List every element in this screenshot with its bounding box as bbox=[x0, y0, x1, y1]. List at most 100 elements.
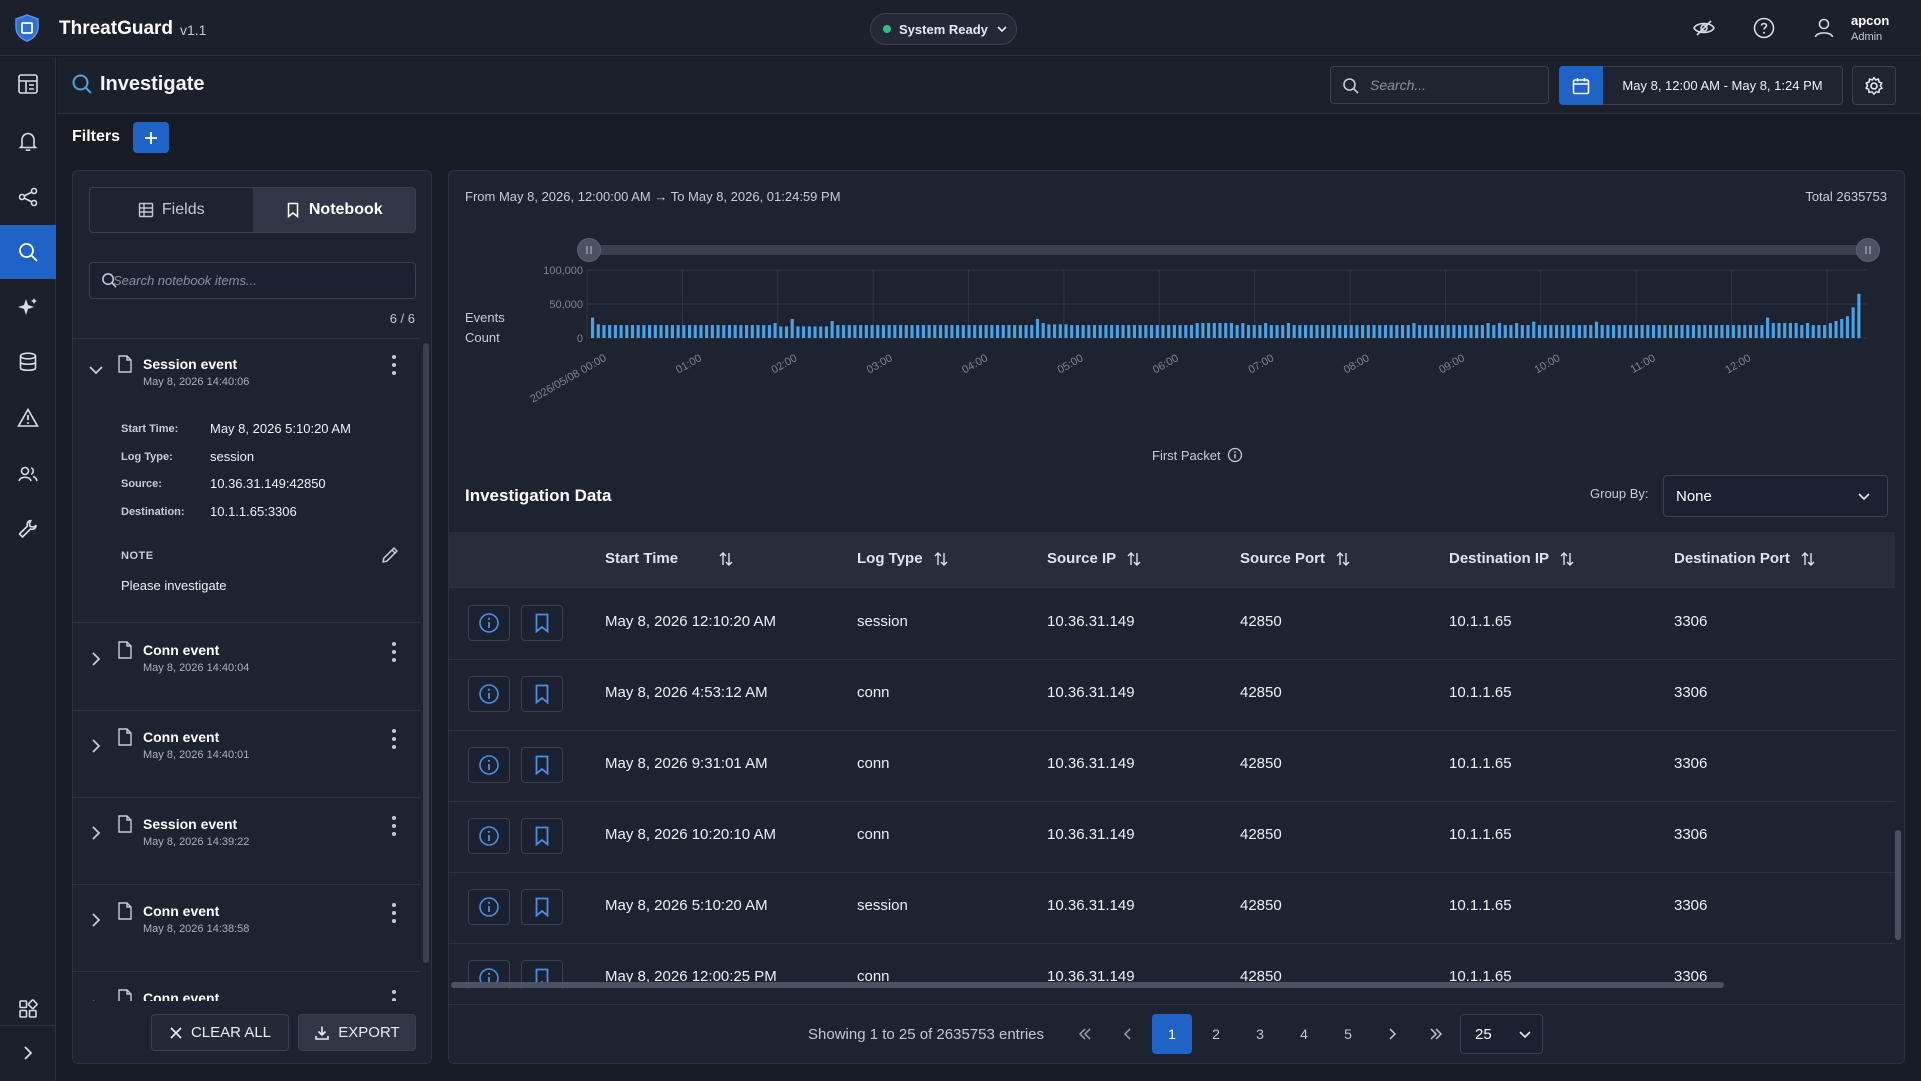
nav-ai[interactable] bbox=[0, 280, 56, 334]
table-row[interactable]: May 8, 2026 4:53:12 AM conn 10.36.31.149 42… bbox=[449, 660, 1895, 731]
histogram-bar bbox=[1572, 325, 1576, 338]
column-header-destination-port[interactable]: Destination Port bbox=[1674, 550, 1816, 567]
nav-investigate[interactable] bbox=[0, 225, 56, 279]
notebook-item[interactable]: Conn event May 8, 2026 14:40:04 bbox=[73, 624, 421, 711]
nav-graph[interactable] bbox=[0, 170, 56, 224]
export-button[interactable]: EXPORT bbox=[298, 1014, 416, 1051]
row-info-button[interactable] bbox=[468, 605, 510, 641]
chevron-right-icon[interactable] bbox=[87, 998, 105, 1001]
table-vertical-scrollbar[interactable] bbox=[1895, 830, 1901, 940]
last-page-button[interactable] bbox=[1416, 1014, 1456, 1054]
histogram-bar bbox=[1372, 325, 1376, 338]
more-vertical-icon[interactable] bbox=[391, 989, 397, 1001]
table-row[interactable]: May 8, 2026 5:10:20 AM session 10.36.31.14… bbox=[449, 873, 1895, 944]
nav-users[interactable] bbox=[0, 447, 56, 501]
chevron-right-icon[interactable] bbox=[87, 737, 105, 755]
column-header-source-port[interactable]: Source Port bbox=[1240, 550, 1351, 567]
slider-handle-end[interactable] bbox=[1856, 238, 1880, 262]
column-header-destination-ip[interactable]: Destination IP bbox=[1449, 550, 1575, 567]
nav-database[interactable] bbox=[0, 335, 56, 389]
chevron-down-icon[interactable] bbox=[87, 361, 105, 379]
chevron-right-icon[interactable] bbox=[87, 824, 105, 842]
help-icon[interactable] bbox=[1752, 16, 1776, 40]
notebook-item[interactable]: Session event May 8, 2026 14:39:22 bbox=[73, 798, 421, 885]
notebook-scrollbar[interactable] bbox=[423, 343, 429, 963]
more-vertical-icon[interactable] bbox=[391, 815, 397, 837]
notebook-search-input[interactable] bbox=[89, 262, 416, 299]
column-header-start-time[interactable]: Start Time bbox=[605, 550, 734, 567]
chevron-right-icon[interactable] bbox=[87, 650, 105, 668]
first-page-button[interactable] bbox=[1065, 1014, 1105, 1054]
row-bookmark-button[interactable] bbox=[521, 747, 563, 783]
table-row[interactable]: May 8, 2026 12:00:25 PM conn 10.36.31.149 4… bbox=[449, 944, 1895, 989]
global-search-input[interactable] bbox=[1330, 66, 1549, 104]
row-info-button[interactable] bbox=[468, 747, 510, 783]
table-row[interactable]: May 8, 2026 12:10:20 AM session 10.36.31.1… bbox=[449, 589, 1895, 660]
more-vertical-icon[interactable] bbox=[391, 354, 397, 376]
row-info-button[interactable] bbox=[468, 676, 510, 712]
nav-alerts[interactable] bbox=[0, 114, 56, 168]
row-bookmark-button[interactable] bbox=[521, 889, 563, 925]
table-horizontal-scrollbar[interactable] bbox=[451, 982, 1724, 988]
nav-dashboard[interactable] bbox=[0, 57, 56, 111]
chevron-right-icon[interactable] bbox=[87, 911, 105, 929]
more-vertical-icon[interactable] bbox=[391, 641, 397, 663]
add-filter-button[interactable] bbox=[133, 122, 169, 153]
date-range-picker[interactable]: May 8, 12:00 AM - May 8, 1:24 PM bbox=[1603, 66, 1843, 105]
settings-button[interactable] bbox=[1852, 66, 1896, 105]
page-button-3[interactable]: 3 bbox=[1256, 1026, 1264, 1042]
notebook-item[interactable]: Conn event bbox=[73, 972, 421, 1001]
eye-slash-icon[interactable] bbox=[1692, 16, 1716, 40]
sort-icon[interactable] bbox=[1126, 551, 1142, 567]
page-button-2[interactable]: 2 bbox=[1212, 1026, 1220, 1042]
row-bookmark-button[interactable] bbox=[521, 676, 563, 712]
nav-expand[interactable] bbox=[0, 1025, 56, 1079]
group-by-select[interactable]: None bbox=[1663, 475, 1888, 517]
histogram-bar bbox=[1726, 325, 1730, 338]
time-range-slider[interactable] bbox=[578, 245, 1874, 255]
histogram-bar bbox=[1178, 325, 1182, 338]
row-bookmark-button[interactable] bbox=[521, 818, 563, 854]
calendar-button[interactable] bbox=[1559, 66, 1603, 105]
page-button-4[interactable]: 4 bbox=[1300, 1026, 1308, 1042]
row-bookmark-button[interactable] bbox=[521, 605, 563, 641]
table-row[interactable]: May 8, 2026 10:20:10 AM conn 10.36.31.149 4… bbox=[449, 802, 1895, 873]
next-page-button[interactable] bbox=[1372, 1014, 1412, 1054]
histogram-bar bbox=[1663, 325, 1667, 338]
slider-handle-start[interactable] bbox=[577, 238, 601, 262]
sort-icon[interactable] bbox=[1559, 551, 1575, 567]
histogram-bar bbox=[1537, 325, 1542, 338]
table-row[interactable]: May 8, 2026 9:31:01 AM conn 10.36.31.149 42… bbox=[449, 731, 1895, 802]
sort-icon[interactable] bbox=[718, 551, 734, 567]
user-icon[interactable] bbox=[1812, 16, 1836, 40]
histogram-bar bbox=[1383, 325, 1387, 338]
notebook-item[interactable]: Session event May 8, 2026 14:40:06 Start… bbox=[73, 339, 421, 623]
nav-apps[interactable] bbox=[0, 982, 56, 1036]
row-info-button[interactable] bbox=[468, 818, 510, 854]
table-cell: 3306 bbox=[1674, 755, 1708, 772]
page-size-select[interactable]: 25 bbox=[1460, 1014, 1543, 1054]
tab-fields[interactable]: Fields bbox=[90, 188, 253, 232]
notebook-item[interactable]: Conn event May 8, 2026 14:40:01 bbox=[73, 711, 421, 798]
sort-icon[interactable] bbox=[1800, 551, 1816, 567]
sort-icon[interactable] bbox=[933, 551, 949, 567]
histogram-bar bbox=[1731, 325, 1735, 338]
more-vertical-icon[interactable] bbox=[391, 902, 397, 924]
sort-icon[interactable] bbox=[1335, 551, 1351, 567]
system-status-dropdown[interactable]: System Ready bbox=[870, 13, 1017, 45]
tab-notebook[interactable]: Notebook bbox=[252, 188, 415, 232]
row-info-button[interactable] bbox=[468, 889, 510, 925]
notebook-item-title: Session event bbox=[143, 816, 238, 832]
nav-threats[interactable] bbox=[0, 391, 56, 445]
column-header-source-ip[interactable]: Source IP bbox=[1047, 550, 1142, 567]
clear-all-button[interactable]: CLEAR ALL bbox=[151, 1014, 289, 1051]
document-icon bbox=[117, 728, 133, 746]
prev-page-button[interactable] bbox=[1108, 1014, 1148, 1054]
notebook-item[interactable]: Conn event May 8, 2026 14:38:58 bbox=[73, 885, 421, 972]
pencil-icon[interactable] bbox=[379, 544, 401, 566]
page-button-5[interactable]: 5 bbox=[1344, 1026, 1352, 1042]
column-header-log-type[interactable]: Log Type bbox=[857, 550, 949, 567]
nav-tools[interactable] bbox=[0, 502, 56, 556]
page-button-1[interactable]: 1 bbox=[1152, 1014, 1192, 1054]
more-vertical-icon[interactable] bbox=[391, 728, 397, 750]
